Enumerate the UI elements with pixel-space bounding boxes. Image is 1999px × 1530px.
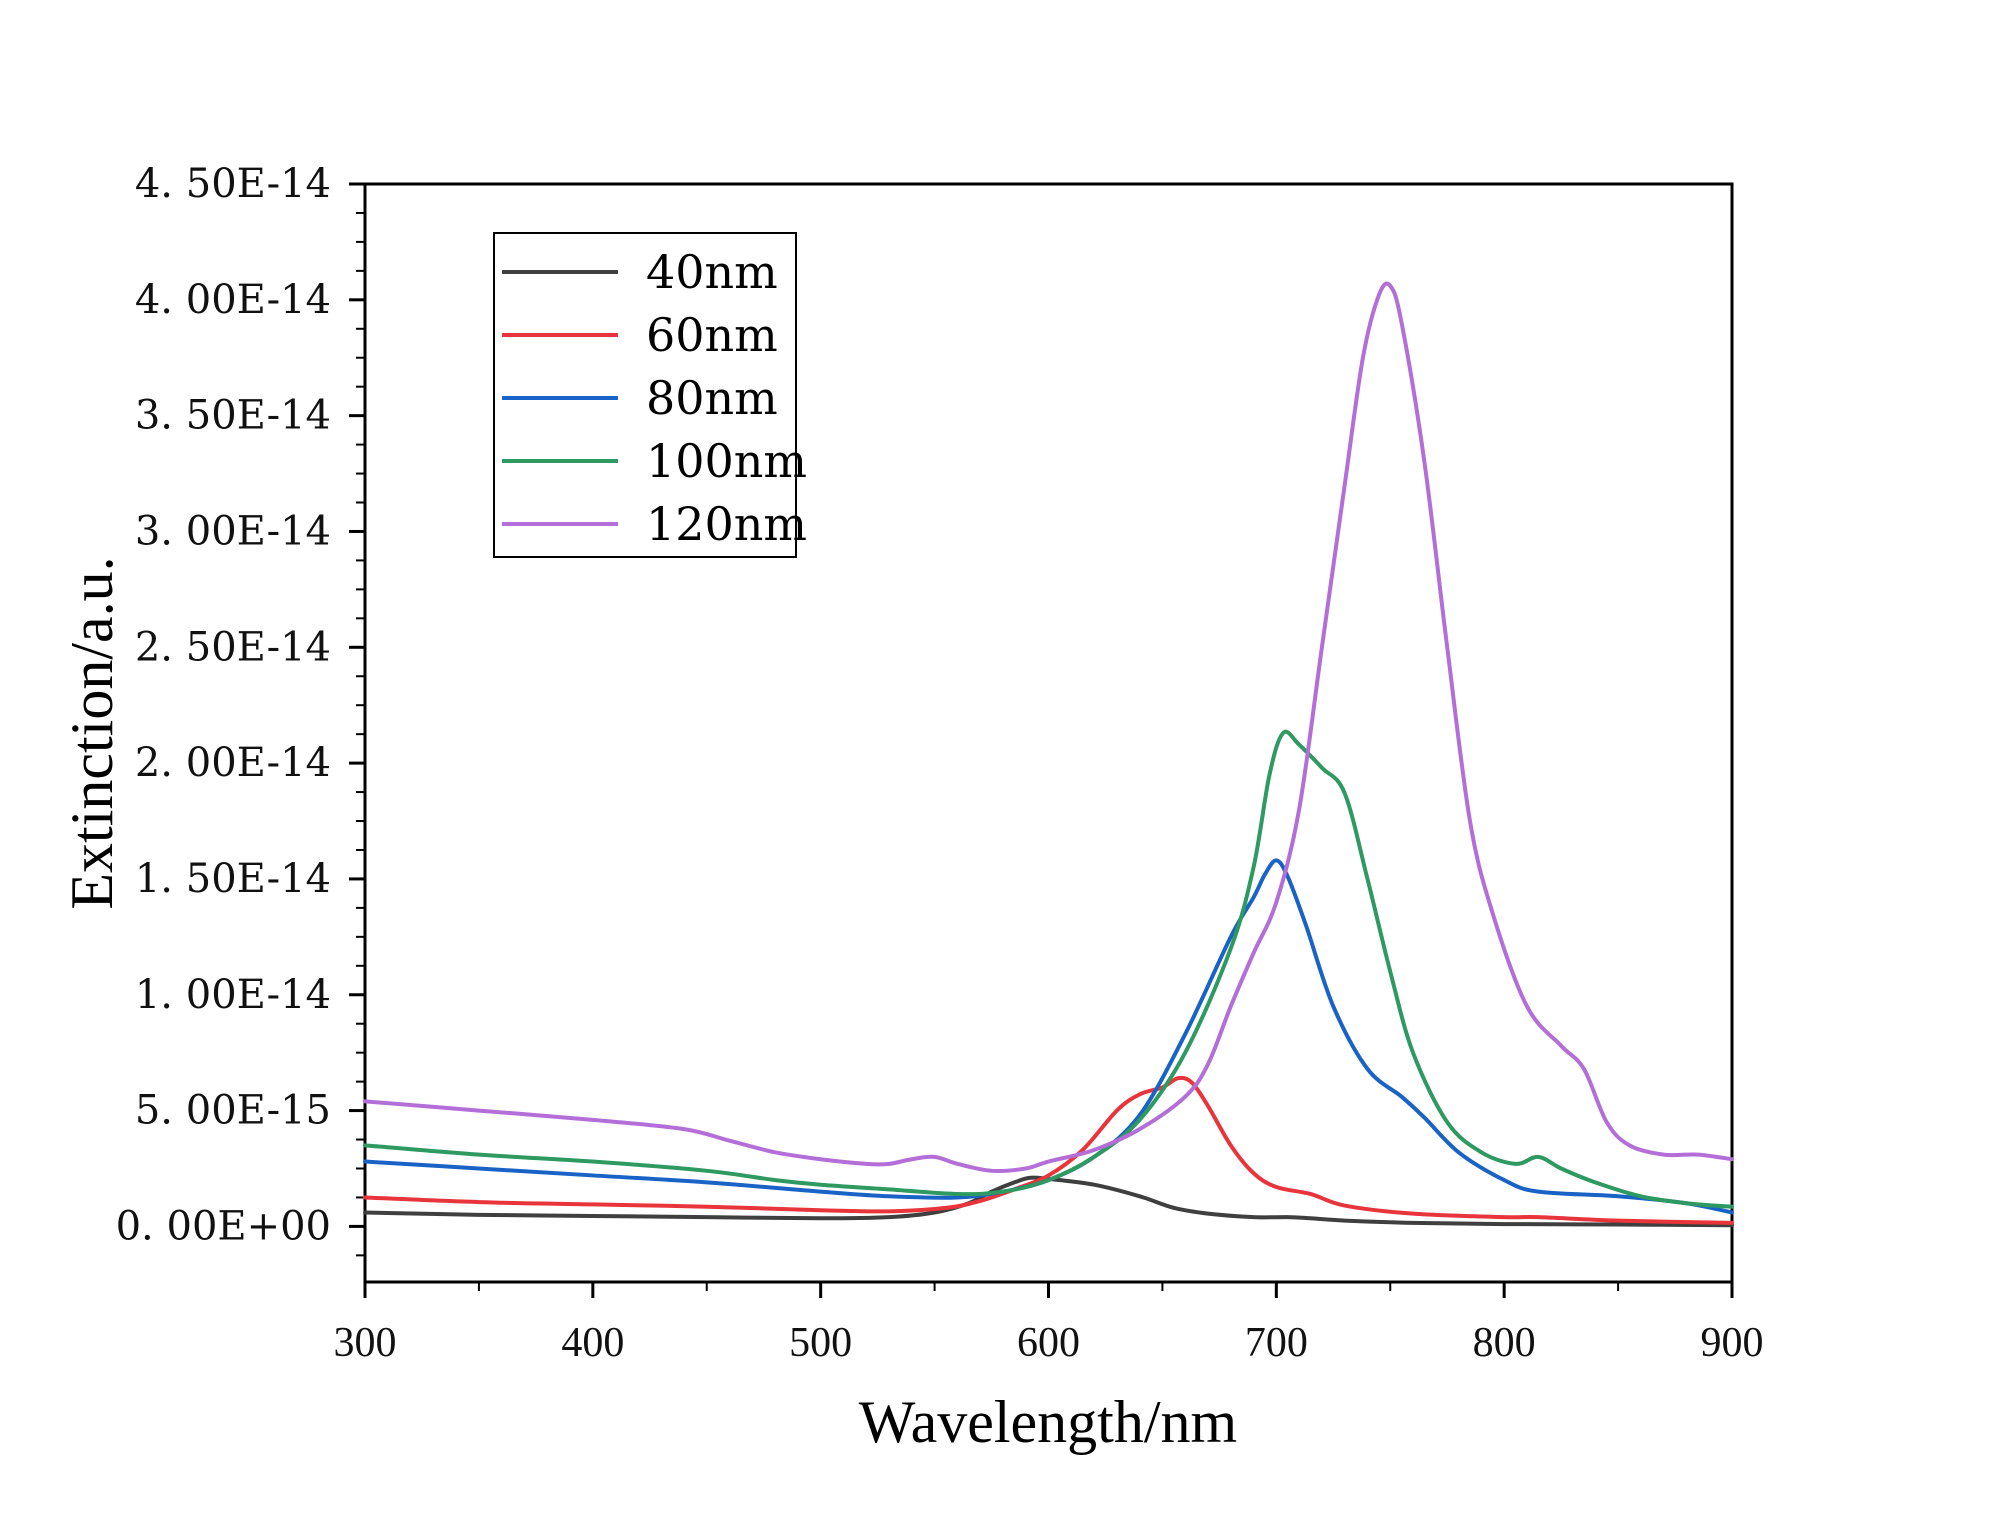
y-tick-label: 0. 00E+00 <box>116 1203 331 1249</box>
legend-items: 40nm 60nm 80nm 100nm 120nm <box>502 245 807 551</box>
legend-label-80nm: 80nm <box>646 371 778 425</box>
series-line-80nm <box>363 858 1734 1215</box>
y-tick-label: 4. 00E-14 <box>135 277 331 323</box>
y-tick-label: 5. 00E-15 <box>135 1088 331 1134</box>
y-tick-label: 4. 50E-14 <box>135 161 331 207</box>
x-tick-label: 700 <box>1245 1320 1308 1366</box>
y-tick-label: 2. 00E-14 <box>135 740 331 786</box>
y-axis-title: Extinction/a.u. <box>59 556 125 909</box>
series-lines <box>363 281 1734 1228</box>
legend-label-40nm: 40nm <box>646 245 778 299</box>
x-tick-label: 600 <box>1017 1320 1080 1366</box>
x-tick-label: 900 <box>1701 1320 1764 1366</box>
x-tick-label: 400 <box>561 1320 624 1366</box>
legend-label-100nm: 100nm <box>646 434 807 488</box>
legend-label-60nm: 60nm <box>646 308 778 362</box>
x-axis-title: Wavelength/nm <box>859 1389 1237 1455</box>
x-tick-label: 500 <box>789 1320 852 1366</box>
series-line-40nm <box>363 1175 1734 1228</box>
series-line-100nm <box>363 729 1734 1209</box>
series-line-120nm <box>363 281 1734 1173</box>
x-tick-label: 300 <box>334 1320 397 1366</box>
y-tick-label: 1. 00E-14 <box>135 972 331 1018</box>
y-tick-label: 2. 50E-14 <box>135 624 331 670</box>
legend-label-120nm: 120nm <box>646 497 807 551</box>
x-axis-ticks: 300 400 500 600 700 800 900 <box>334 1282 1764 1366</box>
series-line-60nm <box>363 1075 1734 1225</box>
x-tick-label: 800 <box>1473 1320 1536 1366</box>
legend-box <box>493 232 797 558</box>
legend: 40nm 60nm 80nm 100nm 120nm <box>493 232 807 558</box>
y-tick-label: 3. 50E-14 <box>135 393 331 439</box>
y-tick-label: 1. 50E-14 <box>135 856 331 902</box>
y-axis-ticks: 0. 00E+00 5. 00E-15 1. 00E-14 1. 50E-14 2. 0… <box>116 161 365 1257</box>
y-tick-label: 3. 00E-14 <box>135 508 331 554</box>
